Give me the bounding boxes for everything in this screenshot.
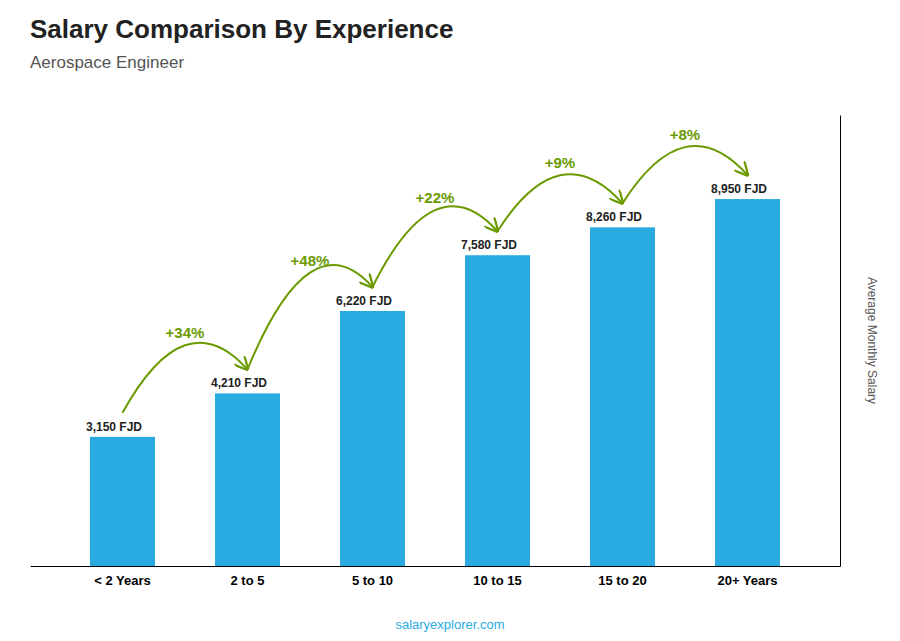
change-label: +48% xyxy=(291,252,330,269)
change-arc xyxy=(123,343,248,413)
x-tick: 15 to 20 xyxy=(598,566,646,588)
x-axis-line xyxy=(31,566,841,567)
plot: < 2 Years 2 to 5 5 to 10 10 to 15 15 to 20 20… xyxy=(31,116,841,589)
bar xyxy=(215,393,280,566)
x-tick-label: 15 to 20 xyxy=(598,573,646,588)
y-axis-line xyxy=(840,116,841,567)
chart: Salary Comparison By Experience Aerospace… xyxy=(0,0,900,641)
data-labels: 3,150 FJD 4,210 FJD 6,220 FJD 7,580 FJD 8,26… xyxy=(86,182,767,434)
title: Salary Comparison By Experience xyxy=(30,14,453,44)
change-arc xyxy=(498,174,623,231)
x-tick-label: 5 to 10 xyxy=(352,573,393,588)
bar xyxy=(465,255,530,566)
x-tick: 20+ Years xyxy=(717,566,777,588)
y-axis-title: Average Monthly Salary xyxy=(865,277,879,404)
x-tick: 10 to 15 xyxy=(473,566,521,588)
change-labels: +34% +48% +22% +9% +8% xyxy=(166,126,701,341)
x-tick-label: 10 to 15 xyxy=(473,573,521,588)
data-label: 8,260 FJD xyxy=(586,210,642,224)
x-tick-label: 20+ Years xyxy=(717,573,777,588)
data-label: 3,150 FJD xyxy=(86,420,142,434)
bar xyxy=(90,437,155,566)
bars xyxy=(90,199,780,566)
change-label: +8% xyxy=(670,126,700,143)
subtitle: Aerospace Engineer xyxy=(30,53,184,72)
x-axis: < 2 Years 2 to 5 5 to 10 10 to 15 15 to 20 20… xyxy=(31,566,841,588)
bar xyxy=(340,311,405,566)
bar xyxy=(590,227,655,566)
source: salaryexplorer.com xyxy=(395,617,504,632)
data-label: 7,580 FJD xyxy=(461,238,517,252)
x-tick: < 2 Years xyxy=(94,566,151,588)
change-arc xyxy=(373,206,498,287)
change-arc xyxy=(623,146,748,203)
x-tick: 5 to 10 xyxy=(352,566,393,588)
change-arc xyxy=(248,265,373,369)
change-label: +22% xyxy=(416,189,455,206)
bar xyxy=(715,199,780,566)
change-label: +9% xyxy=(545,154,575,171)
data-label: 4,210 FJD xyxy=(211,376,267,390)
data-label: 8,950 FJD xyxy=(711,182,767,196)
data-label: 6,220 FJD xyxy=(336,294,392,308)
change-arcs xyxy=(123,146,748,413)
change-label: +34% xyxy=(166,324,205,341)
x-tick-label: 2 to 5 xyxy=(231,573,265,588)
x-tick: 2 to 5 xyxy=(231,566,265,588)
x-tick-label: < 2 Years xyxy=(94,573,151,588)
y-axis xyxy=(840,116,841,567)
